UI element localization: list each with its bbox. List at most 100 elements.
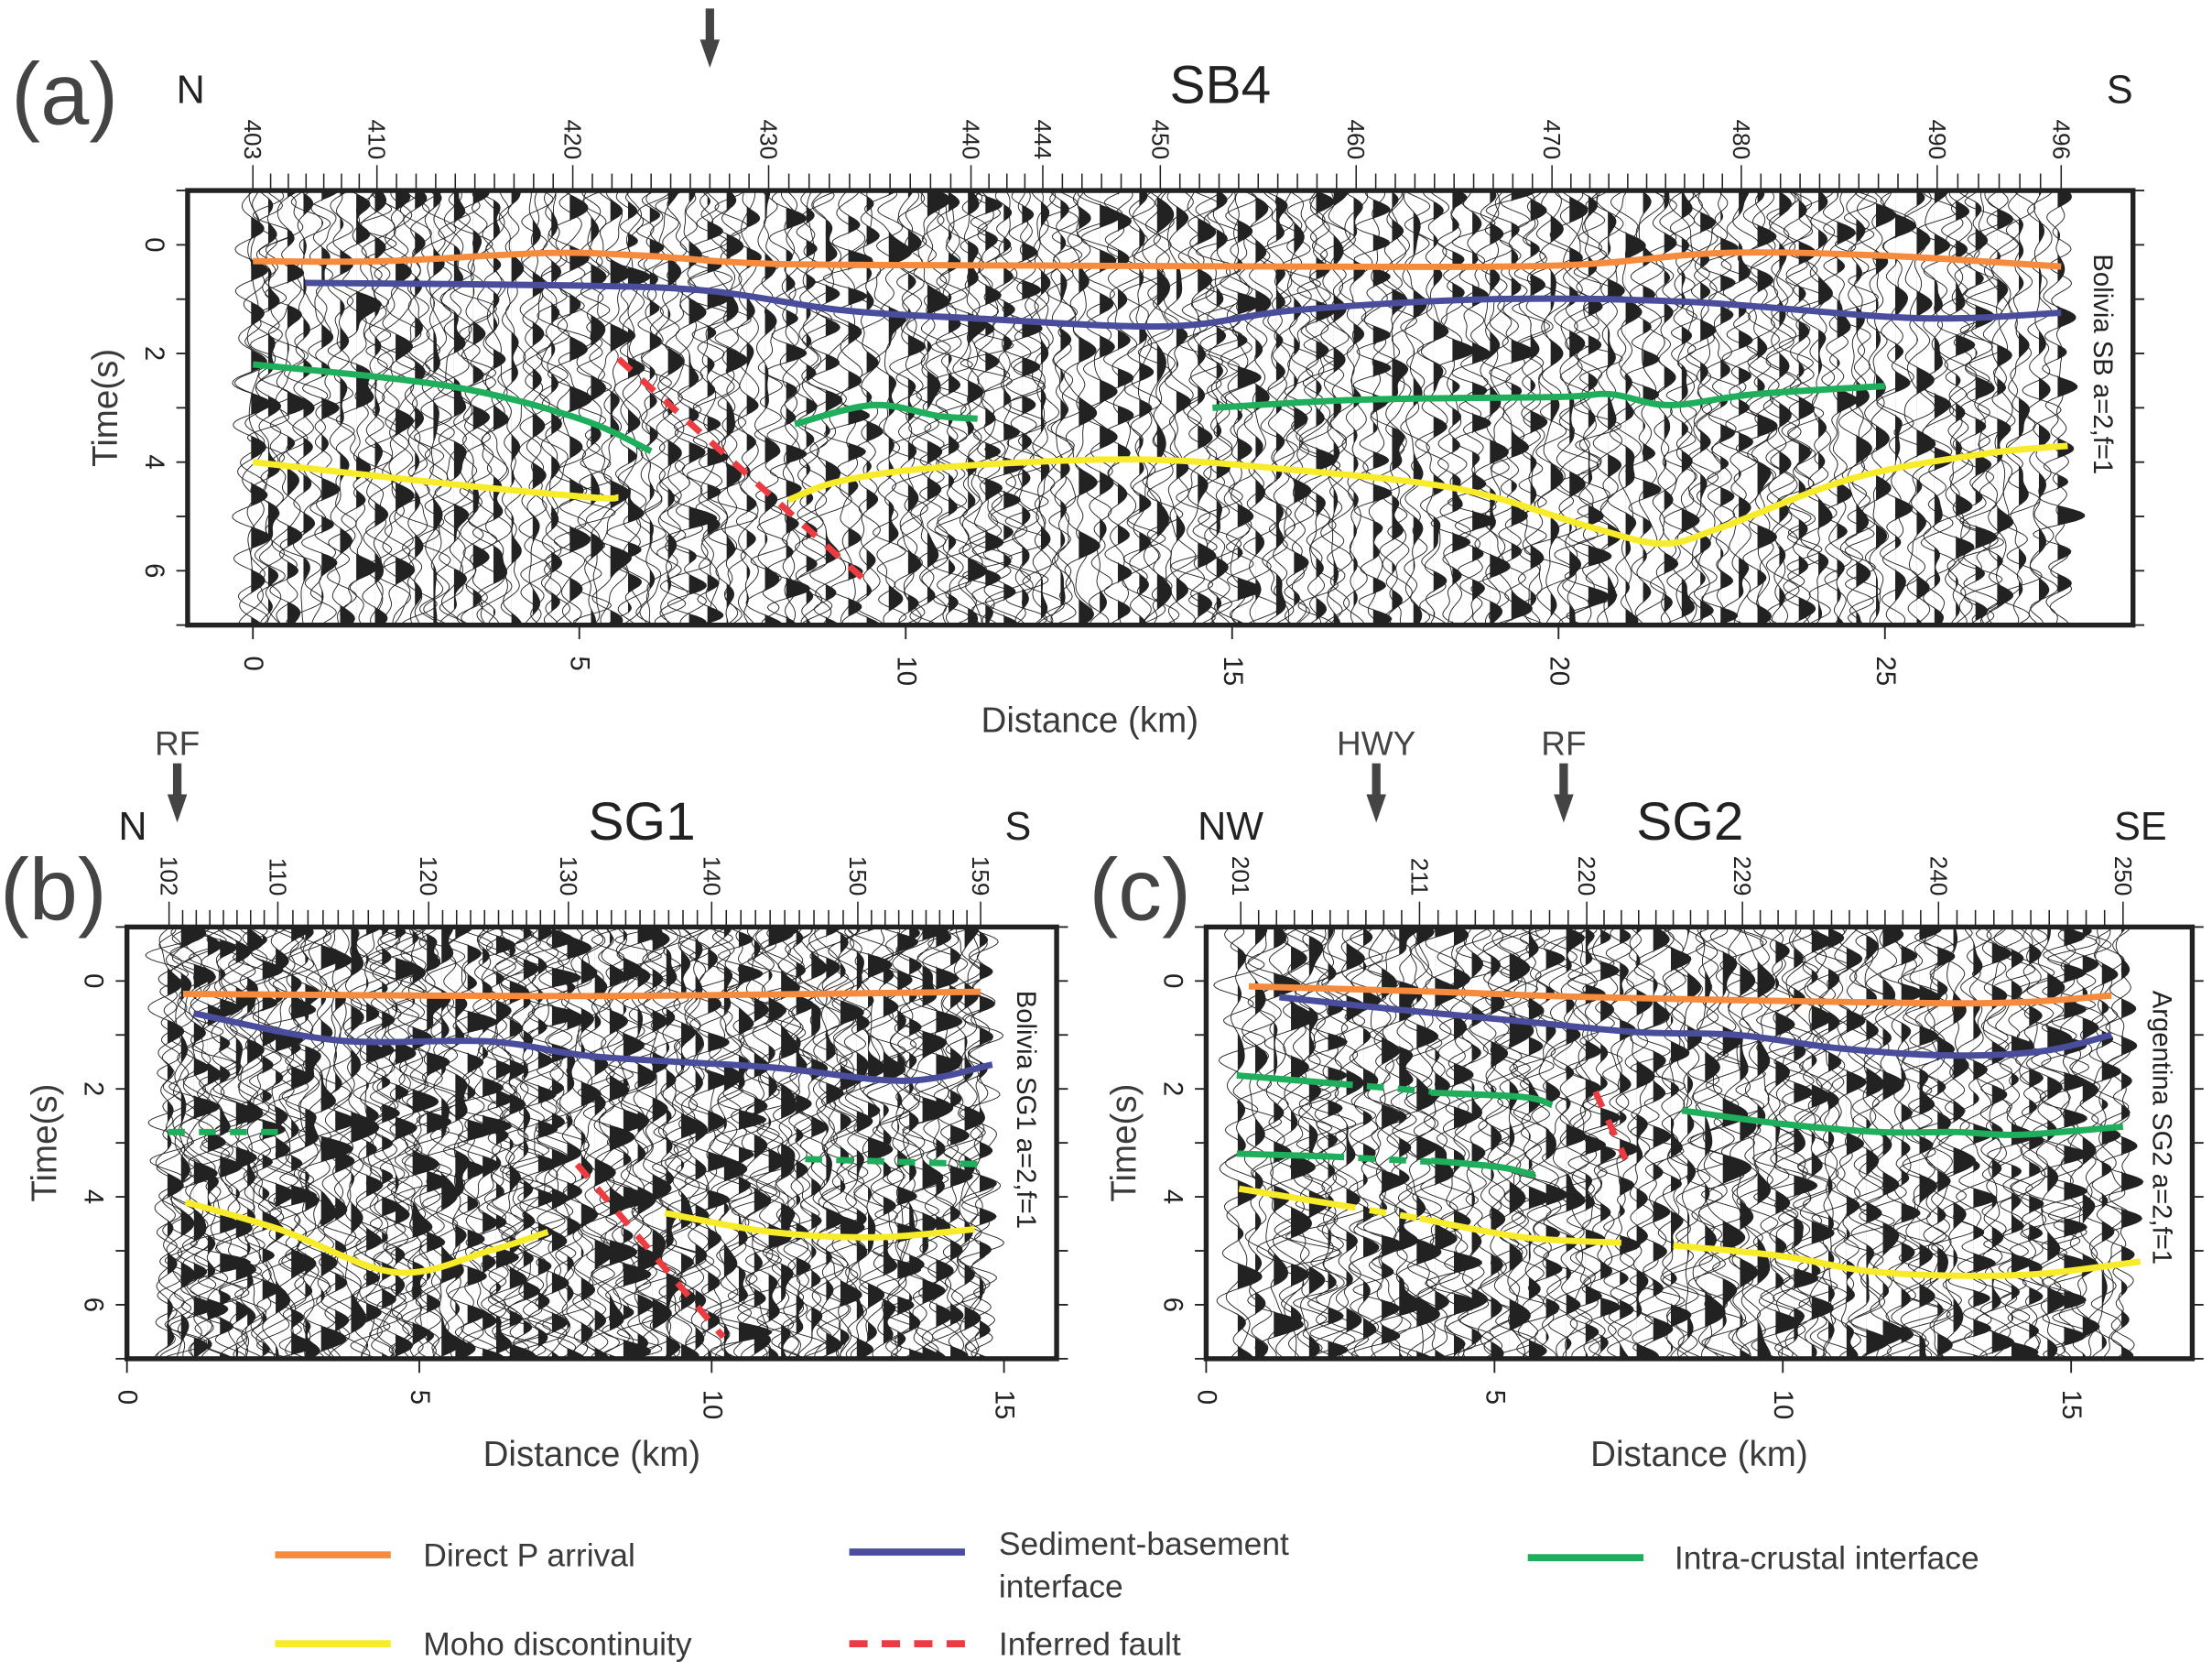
trace-wiggle: [1523, 927, 1578, 1359]
station-label: 240: [1925, 856, 1952, 896]
trace-fill: [1433, 190, 1448, 625]
trace-fill: [1740, 927, 1759, 1359]
trace-fill: [1620, 927, 1641, 1359]
y-tick-label: 0: [79, 973, 108, 988]
trace-fill: [1491, 927, 1508, 1359]
trace-fill: [1956, 190, 1975, 625]
trace-wiggle: [1257, 190, 1299, 625]
trace-fill: [1291, 927, 1316, 1359]
trace-fill: [2029, 927, 2044, 1359]
trace-fill: [1545, 927, 1568, 1359]
trace-wiggle: [1399, 190, 1427, 625]
trace-fill: [1856, 190, 1872, 625]
moho-discontinuity-line: [1238, 1185, 1339, 1209]
trace-wiggle: [1256, 927, 1295, 1359]
trace-wiggle: [635, 190, 673, 625]
trace-wiggle: [1350, 927, 1404, 1359]
trace-fill: [666, 927, 681, 1359]
trace-wiggle: [1914, 927, 1956, 1359]
trace-wiggle: [667, 190, 711, 625]
left-direction-label: NW: [1198, 805, 1263, 849]
trace-fill: [1705, 927, 1726, 1359]
x-axis-title: Distance (km): [1590, 1435, 1808, 1474]
trace-wiggle: [1216, 927, 1263, 1359]
trace-fill: [726, 190, 748, 625]
seismic-traces: [1213, 927, 2144, 1359]
trace-wiggle: [478, 190, 509, 625]
trace-wiggle: [1483, 927, 1534, 1359]
trace-wiggle: [1475, 927, 1522, 1359]
trace-fill: [806, 190, 818, 625]
station-label: 450: [1146, 119, 1174, 159]
trace-wiggle: [806, 927, 845, 1359]
panel-sg2: 0 2 4 6 0 5 10 15 201 211 220 229 240 250 Distance (km…: [1090, 724, 2204, 1474]
trace-fill: [2038, 190, 2051, 625]
trace-fill: [637, 927, 663, 1359]
trace-wiggle: [726, 927, 759, 1359]
trace-wiggle: [398, 190, 431, 625]
trace-wiggle: [1472, 927, 1520, 1359]
station-label: 480: [1728, 119, 1755, 159]
inferred-fault-line: [616, 356, 869, 584]
interpreted-horizons: [168, 988, 993, 1340]
trace-wiggle: [617, 190, 651, 625]
trace-wiggle: [1895, 927, 1943, 1359]
right-direction-label: S: [2107, 69, 2133, 113]
landmark-label: RF: [1541, 724, 1586, 762]
trace-wiggle: [1319, 190, 1351, 625]
trace-fill: [1060, 190, 1071, 625]
trace-fill: [1416, 927, 1441, 1359]
sediment-basement-interface-line: [1279, 993, 2113, 1059]
trace-fill: [340, 190, 355, 625]
trace-fill: [1798, 190, 1816, 625]
trace-wiggle: [1213, 927, 1266, 1359]
trace-fill: [1866, 927, 1890, 1359]
trace-wiggle: [1933, 190, 1976, 625]
trace-wiggle: [1400, 190, 1433, 625]
trace-wiggle: [701, 927, 753, 1359]
trace-fill: [708, 927, 731, 1359]
x-axis-title: Distance (km): [483, 1435, 701, 1474]
station-label: 211: [1405, 858, 1433, 896]
trace-wiggle: [866, 927, 911, 1359]
x-tick-label: 15: [1218, 657, 1247, 687]
landmark-label: RF: [155, 724, 200, 762]
trace-fill: [826, 927, 844, 1359]
trace-wiggle: [266, 927, 315, 1359]
trace-wiggle: [312, 927, 357, 1359]
station-ticks: [252, 165, 2063, 191]
x-tick-label: 5: [1480, 1390, 1509, 1405]
interpreted-horizons: [1236, 983, 2142, 1279]
trace-wiggle: [756, 927, 807, 1359]
trace-wiggle: [2033, 190, 2086, 625]
trace-fill: [2019, 190, 2030, 625]
trace-wiggle: [437, 190, 476, 625]
trace-wiggle: [2011, 927, 2055, 1359]
trace-wiggle: [1381, 190, 1418, 625]
trace-wiggle: [1489, 927, 1536, 1359]
panel-sg1: 0 2 4 6 0 5 10 15 102 110 120 130 140 150 159 Distance …: [0, 724, 1068, 1474]
trace-wiggle: [1701, 190, 1742, 625]
landmark-label: RH: [686, 0, 734, 7]
trace-wiggle: [1864, 190, 1890, 625]
moho-discontinuity-line: [1418, 1215, 1622, 1246]
intra-crustal-interface-line: [1681, 1107, 2124, 1138]
trace-fill: [985, 190, 1003, 625]
landmark-arrow-icon: [1372, 763, 1381, 798]
trace-fill: [1625, 190, 1646, 625]
station-ticks: [1240, 901, 2124, 928]
intra-crustal-interface-line: [1236, 1072, 1337, 1087]
trace-fill: [1882, 927, 1906, 1359]
trace-wiggle: [1859, 927, 1907, 1359]
station-label: 490: [1924, 119, 1951, 159]
legend-label-line: Sediment-basement: [999, 1525, 1289, 1562]
station-label: 496: [2047, 119, 2075, 159]
trace-fill: [320, 927, 353, 1359]
trace-wiggle: [959, 927, 1004, 1359]
trace-wiggle: [249, 927, 304, 1359]
sediment-basement-interface-line: [192, 1010, 993, 1084]
trace-wiggle: [420, 190, 457, 625]
trace-wiggle: [1876, 190, 1917, 625]
trace-wiggle: [1781, 190, 1816, 625]
trace-wiggle: [212, 927, 262, 1359]
